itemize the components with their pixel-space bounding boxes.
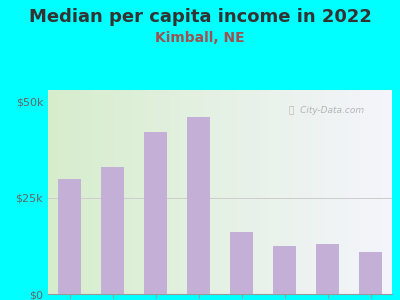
Text: Median per capita income in 2022: Median per capita income in 2022 xyxy=(28,8,372,26)
Bar xyxy=(144,132,167,294)
Bar xyxy=(273,246,296,294)
Bar xyxy=(316,244,339,294)
Bar xyxy=(58,178,81,294)
Bar xyxy=(230,232,253,294)
Bar xyxy=(101,167,124,294)
Bar xyxy=(187,117,210,294)
Bar xyxy=(359,252,382,294)
Text: ⓘ  City-Data.com: ⓘ City-Data.com xyxy=(289,106,364,115)
Text: Kimball, NE: Kimball, NE xyxy=(155,32,245,46)
